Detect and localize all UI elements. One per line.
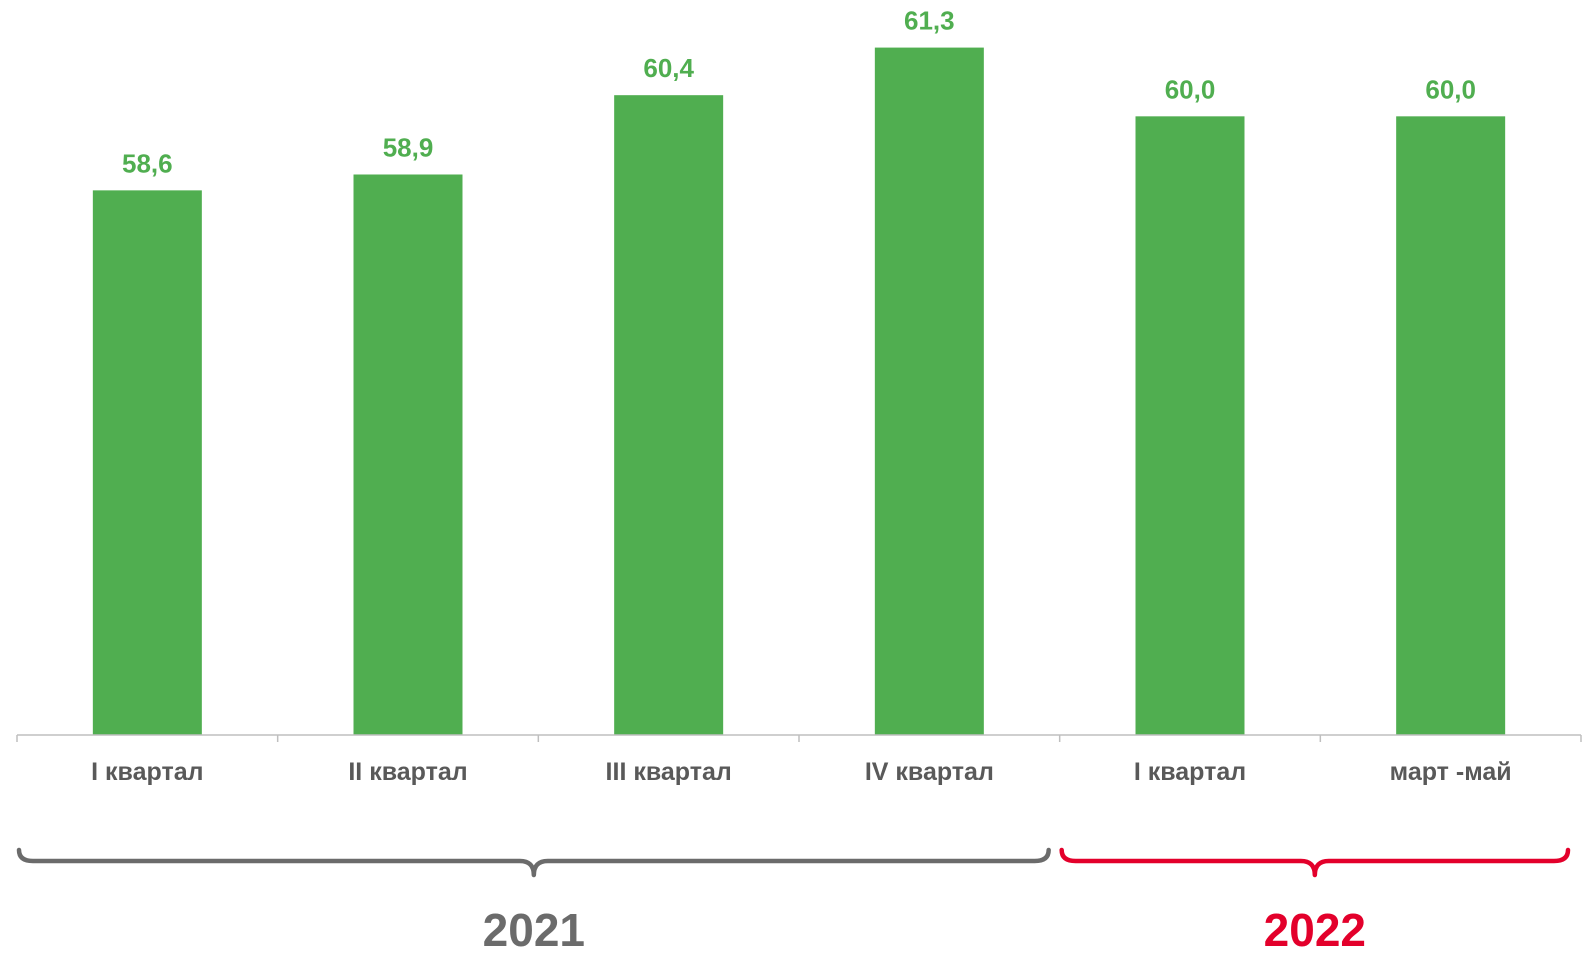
category-tick-label: март -май bbox=[1390, 758, 1512, 786]
x-axis bbox=[16, 734, 1582, 742]
bar-value-label: 60,4 bbox=[643, 53, 694, 83]
bar bbox=[92, 190, 202, 735]
category-tick-label: I квартал bbox=[91, 758, 203, 786]
bar bbox=[874, 47, 984, 736]
tick-labels-layer: I квартал II квартал III квартал IV квартал… bbox=[91, 758, 1511, 786]
category-tick-label: III квартал bbox=[606, 758, 732, 786]
year-group-label: 2022 bbox=[1264, 904, 1366, 956]
bar-value-label: 58,6 bbox=[122, 148, 173, 178]
bar-value-label: 61,3 bbox=[904, 6, 955, 36]
bar bbox=[1135, 116, 1245, 735]
bar-value-label: 60,0 bbox=[1425, 74, 1476, 104]
year-brace bbox=[16, 847, 1051, 878]
category-tick-label: I квартал bbox=[1134, 758, 1246, 786]
bar-value-label: 58,9 bbox=[383, 132, 434, 162]
bar bbox=[353, 174, 463, 735]
year-brace bbox=[1059, 847, 1571, 878]
bar bbox=[614, 95, 724, 735]
year-group-label: 2021 bbox=[483, 904, 585, 956]
value-labels-layer: 58,6 58,9 60,4 61,3 60,0 60,0 bbox=[122, 6, 1476, 179]
year-groups-layer: 2021 2022 bbox=[16, 847, 1571, 956]
bar bbox=[1396, 116, 1506, 735]
category-tick-label: II квартал bbox=[348, 758, 467, 786]
category-tick-label: IV квартал bbox=[865, 758, 994, 786]
bars-layer bbox=[92, 47, 1506, 736]
bar-value-label: 60,0 bbox=[1165, 74, 1216, 104]
